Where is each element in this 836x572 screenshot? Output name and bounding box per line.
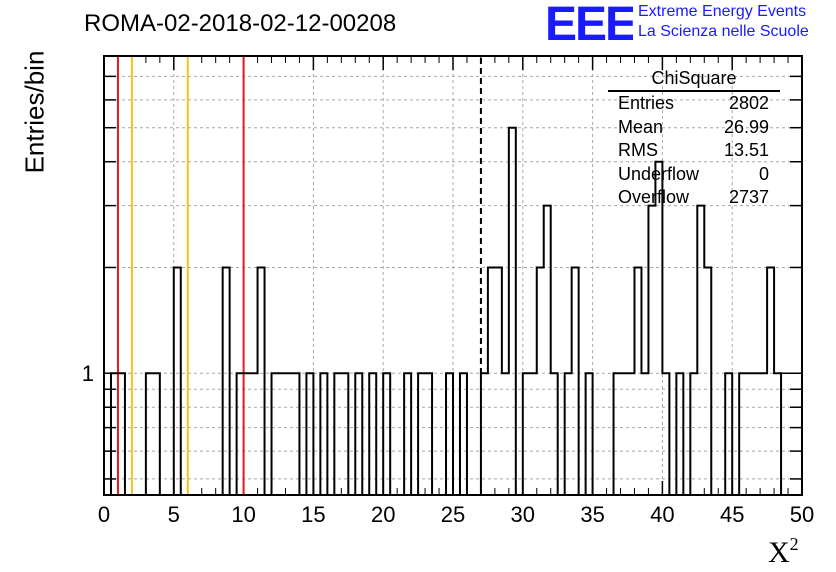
stats-row: Mean 26.99	[611, 116, 777, 140]
stats-label: Entries	[618, 93, 675, 113]
chart-title: ROMA-02-2018-02-12-00208	[84, 10, 397, 37]
x-axis-label: X2	[768, 534, 799, 570]
stats-row: RMS 13.51	[611, 139, 777, 163]
stats-label: RMS	[618, 140, 658, 160]
eee-logo: EEE	[545, 2, 633, 44]
x-axis-label-letter: X	[768, 536, 790, 569]
plot-frame	[103, 55, 803, 496]
stats-label: Overflow	[618, 187, 690, 207]
stats-value: 2802	[728, 93, 769, 113]
tick-labels: 0 5 10 15 20 25 30 35 40 45 50 1	[82, 361, 814, 527]
logo-caption-line2: La Scienza nelle Scuole	[638, 23, 809, 40]
stats-title: ChiSquare	[608, 66, 780, 92]
x-tick-label: 35	[580, 502, 604, 527]
x-tick-label: 30	[511, 502, 535, 527]
stats-row: Entries 2802	[611, 92, 777, 116]
x-tick-label: 5	[168, 502, 180, 527]
stats-value: 2737	[728, 187, 769, 207]
x-tick-label: 10	[231, 502, 255, 527]
stats-value: 13.51	[723, 140, 769, 160]
y-tick-label: 1	[82, 361, 94, 386]
stats-box: ChiSquare Entries 2802 Mean 26.99 RMS 13.51 Un…	[608, 66, 780, 210]
stats-row: Overflow 2737	[611, 186, 777, 210]
x-tick-label: 25	[441, 502, 465, 527]
stats-label: Underflow	[618, 163, 700, 184]
x-tick-label: 15	[301, 502, 325, 527]
x-tick-label: 45	[720, 502, 744, 527]
logo-caption-line1: Extreme Energy Events	[638, 3, 807, 20]
x-tick-label: 0	[98, 502, 110, 527]
stats-label: Mean	[618, 116, 664, 137]
x-tick-label: 20	[371, 502, 395, 527]
eee-logo-text: EEE	[545, 2, 633, 44]
marker-lines	[116, 56, 482, 495]
stats-row: Underflow 0	[611, 163, 777, 187]
stats-value: 26.99	[723, 116, 769, 137]
histogram-outline	[109, 126, 783, 495]
stats-value: 0	[758, 163, 769, 184]
x-tick-label: 40	[650, 502, 674, 527]
stats-rows: Entries 2802 Mean 26.99 RMS 13.51 Underflow 0 Ov…	[611, 92, 777, 210]
x-axis-label-exponent: 2	[789, 534, 799, 554]
x-tick-label: 50	[790, 502, 814, 527]
